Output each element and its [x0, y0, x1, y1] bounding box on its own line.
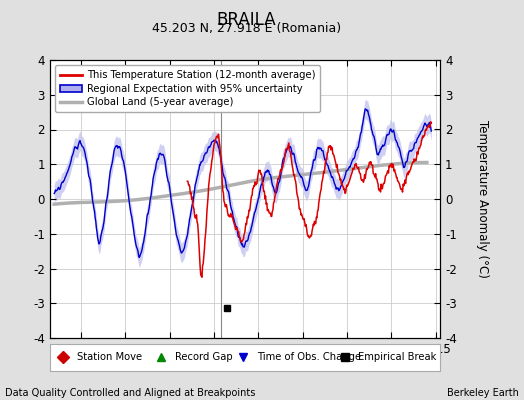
Text: Berkeley Earth: Berkeley Earth	[447, 388, 519, 398]
Text: Station Move: Station Move	[77, 352, 142, 362]
Text: 45.203 N, 27.918 E (Romania): 45.203 N, 27.918 E (Romania)	[152, 22, 341, 35]
Legend: This Temperature Station (12-month average), Regional Expectation with 95% uncer: This Temperature Station (12-month avera…	[55, 65, 320, 112]
Text: Record Gap: Record Gap	[174, 352, 232, 362]
Text: BRAILA: BRAILA	[216, 11, 276, 29]
Text: Time of Obs. Change: Time of Obs. Change	[257, 352, 361, 362]
Text: Empirical Break: Empirical Break	[358, 352, 436, 362]
Y-axis label: Temperature Anomaly (°C): Temperature Anomaly (°C)	[476, 120, 489, 278]
Text: Data Quality Controlled and Aligned at Breakpoints: Data Quality Controlled and Aligned at B…	[5, 388, 256, 398]
